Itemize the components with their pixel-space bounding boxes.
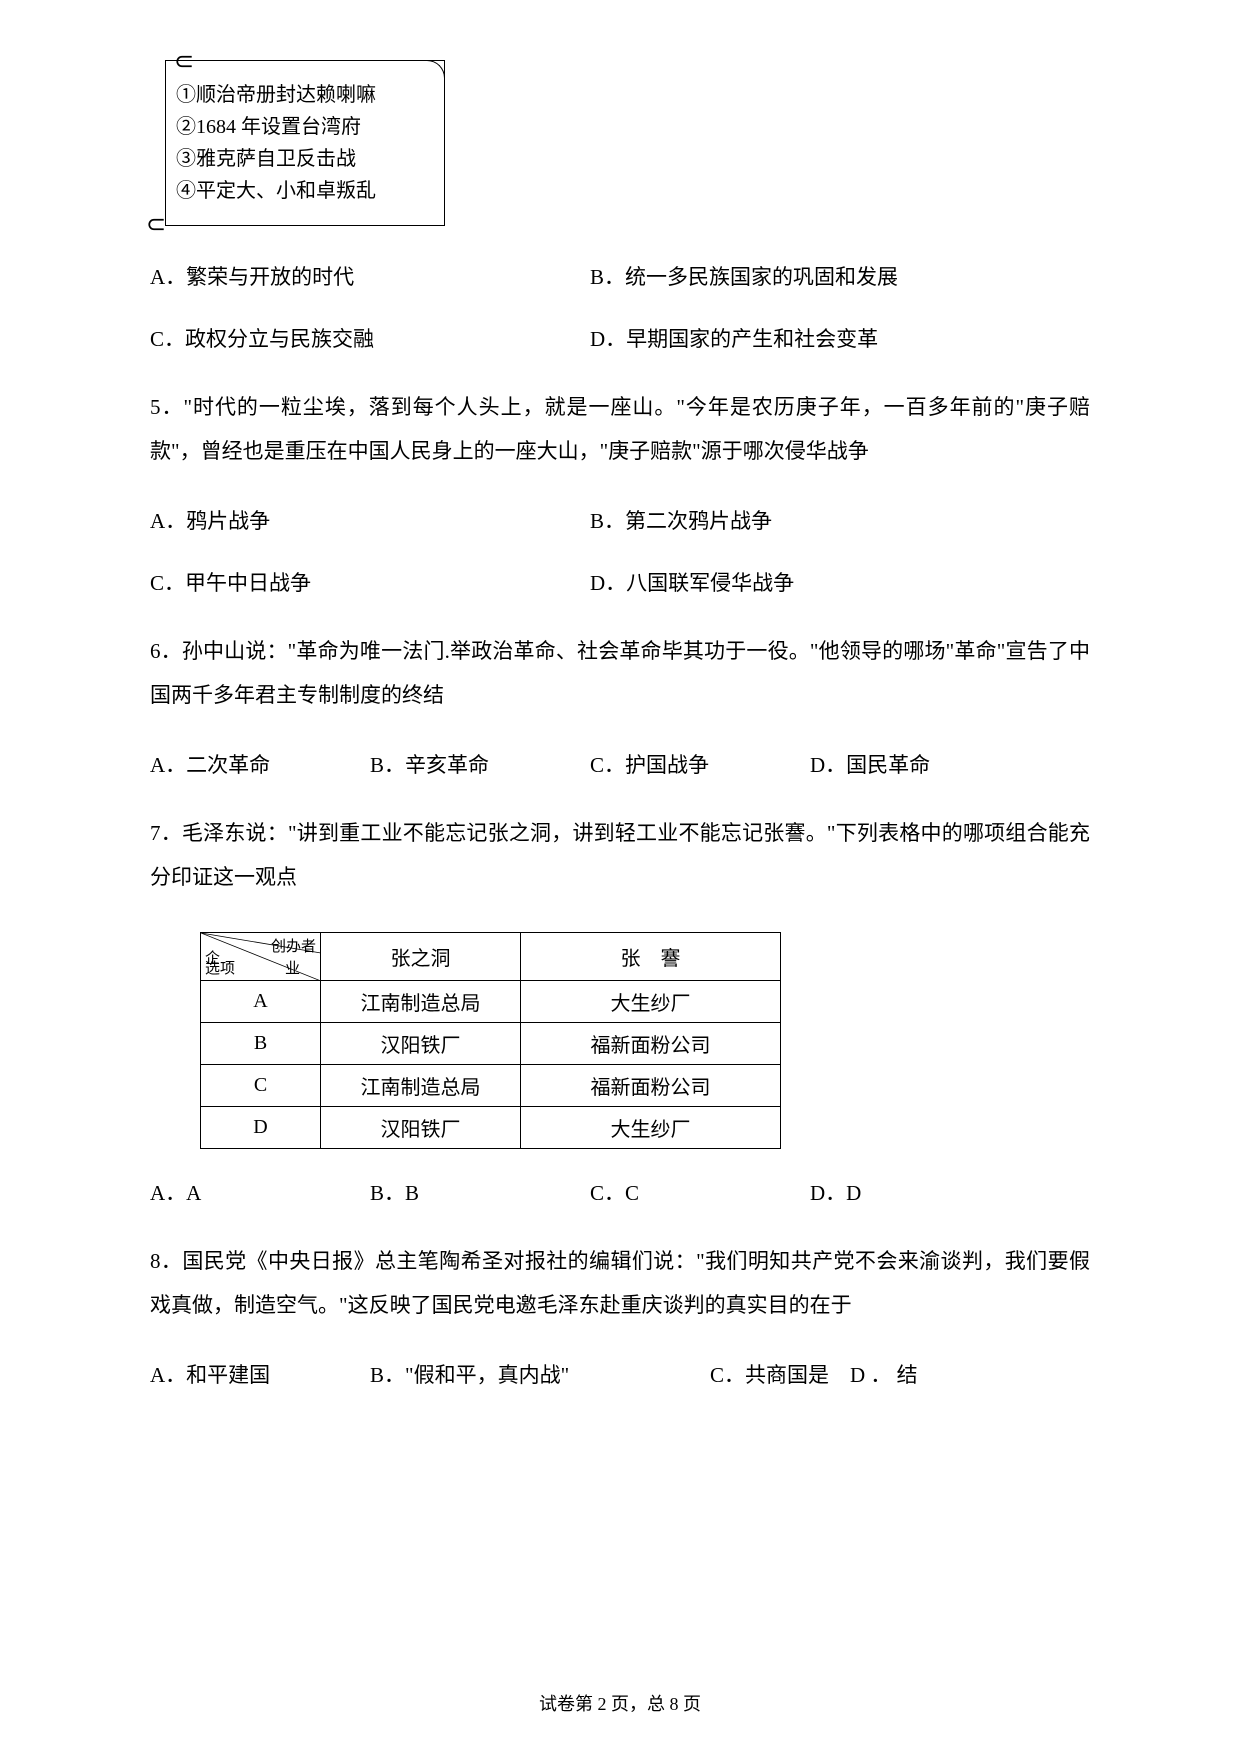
q6-option-a: A．二次革命 [150, 749, 370, 779]
q8-option-c: C．共商国是 [710, 1363, 829, 1387]
row-v2: 大生纱厂 [521, 980, 781, 1022]
q6-options: A．二次革命 B．辛亥革命 C．护国战争 D．国民革命 [150, 749, 1090, 779]
q5-options-row1: A．鸦片战争 B．第二次鸦片战争 [150, 505, 1090, 535]
q6-option-c: C．护国战争 [590, 749, 810, 779]
notebook-card: ⊂ ①顺治帝册封达赖喇嘛 ②1684 年设置台湾府 ③雅克萨自卫反击战 ④平定大… [165, 60, 445, 226]
row-v2: 大生纱厂 [521, 1106, 781, 1148]
q7-option-c: C．C [590, 1177, 810, 1207]
diag-label-tr: 创办者 [271, 935, 316, 956]
q8-options: A．和平建国 B．"假和平，真内战" C．共商国是 D ． 结 [150, 1359, 1090, 1389]
q6-option-d: D．国民革命 [810, 749, 1030, 779]
row-opt: B [201, 1022, 321, 1064]
q4-options-row2: C．政权分立与民族交融 D．早期国家的产生和社会变革 [150, 323, 1090, 353]
row-v1: 汉阳铁厂 [321, 1022, 521, 1064]
q7-text: 7．毛泽东说："讲到重工业不能忘记张之洞，讲到轻工业不能忘记张謇。"下列表格中的… [150, 811, 1090, 899]
notebook-line: ③雅克萨自卫反击战 [176, 143, 434, 175]
notebook-line: ①顺治帝册封达赖喇嘛 [176, 79, 434, 111]
table-row: B 汉阳铁厂 福新面粉公司 [201, 1022, 781, 1064]
row-v1: 江南制造总局 [321, 1064, 521, 1106]
q4-option-c: C．政权分立与民族交融 [150, 323, 590, 353]
diag-label-bl: 选项 [205, 957, 235, 978]
row-v2: 福新面粉公司 [521, 1064, 781, 1106]
q8-option-a: A．和平建国 [150, 1359, 370, 1389]
table-row: A 江南制造总局 大生纱厂 [201, 980, 781, 1022]
q5-option-a: A．鸦片战争 [150, 505, 590, 535]
page-footer: 试卷第 2 页，总 8 页 [0, 1690, 1240, 1716]
row-v2: 福新面粉公司 [521, 1022, 781, 1064]
header-col2: 张 謇 [521, 932, 781, 980]
row-v1: 江南制造总局 [321, 980, 521, 1022]
q7-option-d: D．D [810, 1177, 1030, 1207]
diag-header-cell: 创办者 企 选项 业 [201, 932, 321, 980]
q5-option-c: C．甲午中日战争 [150, 567, 590, 597]
q5-text: 5．"时代的一粒尘埃，落到每个人头上，就是一座山。"今年是农历庚子年，一百多年前… [150, 385, 1090, 473]
spiral-bottom-icon: ⊂ [146, 210, 166, 239]
diag-label-br: 业 [285, 957, 300, 978]
q7-option-a: A．A [150, 1177, 370, 1207]
row-opt: D [201, 1106, 321, 1148]
table-header-row: 创办者 企 选项 业 张之洞 张 謇 [201, 932, 781, 980]
q8-text: 8．国民党《中央日报》总主笔陶希圣对报社的编辑们说："我们明知共产党不会来渝谈判… [150, 1239, 1090, 1327]
row-opt: A [201, 980, 321, 1022]
q7-option-b: B．B [370, 1177, 590, 1207]
notebook-text: ①顺治帝册封达赖喇嘛 ②1684 年设置台湾府 ③雅克萨自卫反击战 ④平定大、小… [176, 79, 434, 207]
notebook-line: ②1684 年设置台湾府 [176, 111, 434, 143]
notebook-corner [385, 60, 445, 82]
header-col1: 张之洞 [321, 932, 521, 980]
q7-table: 创办者 企 选项 业 张之洞 张 謇 A 江南制造总局 大生纱厂 B 汉阳铁厂 … [200, 932, 781, 1149]
q4-option-b: B．统一多民族国家的巩固和发展 [590, 261, 1030, 291]
row-v1: 汉阳铁厂 [321, 1106, 521, 1148]
q8-option-d: D ． 结 [850, 1363, 918, 1387]
q5-options-row2: C．甲午中日战争 D．八国联军侵华战争 [150, 567, 1090, 597]
q4-option-a: A．繁荣与开放的时代 [150, 261, 590, 291]
row-opt: C [201, 1064, 321, 1106]
q5-option-d: D．八国联军侵华战争 [590, 567, 1030, 597]
q6-option-b: B．辛亥革命 [370, 749, 590, 779]
table-row: D 汉阳铁厂 大生纱厂 [201, 1106, 781, 1148]
q8-option-cd: C．共商国是 D ． 结 [710, 1359, 1090, 1389]
q4-option-d: D．早期国家的产生和社会变革 [590, 323, 1030, 353]
q4-options-row1: A．繁荣与开放的时代 B．统一多民族国家的巩固和发展 [150, 261, 1090, 291]
spiral-top-icon: ⊂ [174, 47, 194, 76]
notebook-line: ④平定大、小和卓叛乱 [176, 175, 434, 207]
table-row: C 江南制造总局 福新面粉公司 [201, 1064, 781, 1106]
q6-text: 6．孙中山说："革命为唯一法门.举政治革命、社会革命毕其功于一役。"他领导的哪场… [150, 629, 1090, 717]
q8-option-b: B．"假和平，真内战" [370, 1359, 710, 1389]
q7-options: A．A B．B C．C D．D [150, 1177, 1090, 1207]
q7-table-wrap: 创办者 企 选项 业 张之洞 张 謇 A 江南制造总局 大生纱厂 B 汉阳铁厂 … [200, 932, 1090, 1149]
q5-option-b: B．第二次鸦片战争 [590, 505, 1030, 535]
